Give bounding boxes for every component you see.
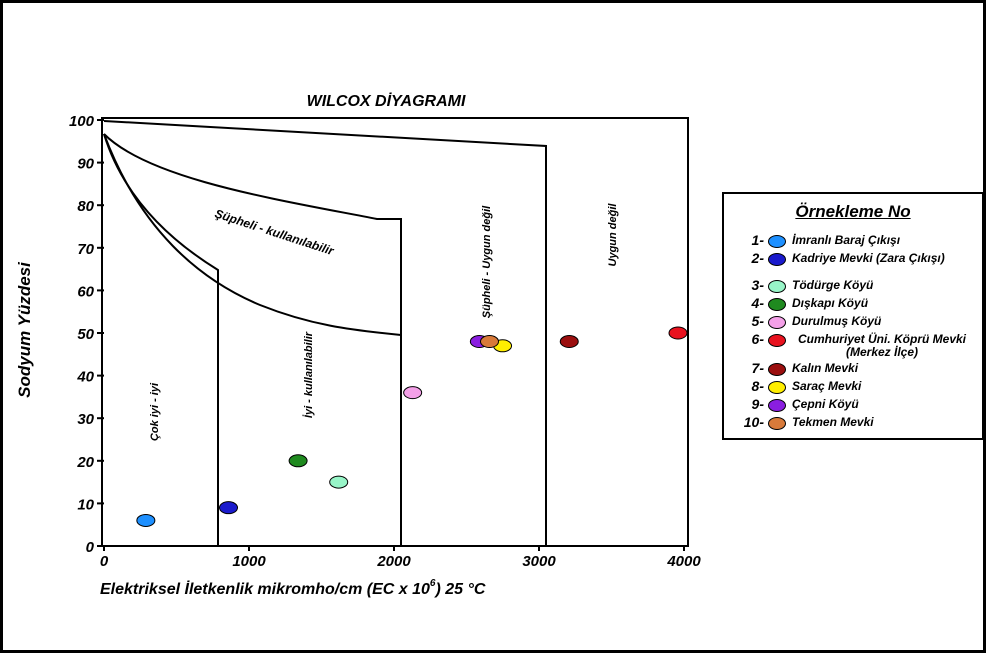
legend-item-number: 10- [743, 414, 764, 430]
boundary-line-4 [103, 133, 219, 546]
legend-marker [768, 253, 786, 266]
legend-item: 2- Kadriye Mevki (Zara Çıkışı) [732, 250, 945, 266]
legend-item-label: Kalın Mevki [792, 361, 859, 375]
y-tick-label: 90 [77, 156, 94, 173]
x-tick-label: 2000 [376, 553, 411, 570]
data-point-3 [329, 475, 349, 489]
legend-item: 9- Çepni Köyü [732, 396, 859, 412]
x-tick-label: 4000 [666, 553, 701, 570]
region-label-4: Şüpheli - Uygun değil [481, 205, 493, 318]
legend-item-number: 8- [751, 378, 764, 394]
legend-marker [768, 316, 786, 329]
x-axis-label: Elektriksel İletkenlik mikromho/cm (EC x… [100, 578, 486, 598]
data-point-5 [403, 386, 423, 400]
legend-item: 3- Tödürge Köyü [732, 277, 874, 293]
legend-marker [768, 363, 786, 376]
legend-item-label: Tödürge Köyü [792, 278, 874, 292]
legend-item-label: Tekmen Mevki [792, 415, 874, 429]
legend-item: 6- Cumhuriyet Üni. Köprü Mevki (Merkez İl… [732, 331, 972, 359]
y-tick-label: 50 [77, 326, 94, 343]
boundary-line-1 [103, 120, 547, 546]
legend-item-number: 1- [751, 232, 764, 248]
region-label-3: Şüpheli - kullanılabilir [213, 206, 337, 258]
y-axis-ticks: 0 10 20 30 40 50 60 70 80 90 100 [69, 113, 104, 556]
region-label-5: Uygun değil [607, 203, 619, 267]
data-point-6 [668, 326, 688, 340]
y-tick-label: 20 [76, 454, 94, 471]
legend-item: 1- İmranlı Baraj Çıkışı [732, 232, 901, 248]
region-label-1: Çok iyi - iyi [149, 382, 161, 441]
boundary-line-3 [103, 133, 402, 336]
x-axis-label-main: Elektriksel İletkenlik mikromho/cm (EC x… [100, 580, 430, 598]
data-points [136, 326, 688, 527]
legend-marker [768, 298, 786, 311]
legend-item: 8- Saraç Mevki [732, 378, 862, 394]
y-tick-label: 60 [77, 283, 94, 300]
legend-title: Örnekleme No [795, 202, 911, 221]
x-axis-label-superscript: 6 [430, 578, 436, 589]
legend-item-number: 5- [751, 313, 764, 329]
legend-marker [768, 334, 786, 347]
classification-boundaries [103, 120, 547, 546]
boundary-line-2 [103, 133, 402, 546]
legend-item-label: Saraç Mevki [792, 379, 862, 393]
data-point-1 [136, 513, 156, 527]
region-label-2: İyi - kullanılabilir [302, 331, 315, 418]
chart-title: WILCOX DİYAGRAMI [307, 92, 466, 110]
y-tick-label: 40 [76, 369, 94, 386]
y-tick-label: 70 [77, 241, 94, 258]
legend-marker [768, 280, 786, 293]
legend-item: 10- Tekmen Mevki [732, 414, 874, 430]
legend-item-label: Kadriye Mevki (Zara Çıkışı) [792, 251, 945, 265]
legend-marker [768, 381, 786, 394]
data-point-4 [288, 454, 308, 468]
legend-marker [768, 399, 786, 412]
data-point-7 [559, 335, 579, 349]
y-tick-label: 100 [69, 113, 95, 130]
data-point-10 [480, 335, 499, 349]
x-tick-label: 3000 [522, 553, 556, 570]
legend-item-label: Cumhuriyet Üni. Köprü Mevki (Merkez İlçe… [797, 332, 967, 359]
plot-border [101, 117, 689, 547]
legend-item: 4- Dışkapı Köyü [732, 295, 869, 311]
legend-item-label: Dışkapı Köyü [792, 296, 869, 310]
y-tick-label: 10 [77, 496, 94, 513]
x-tick-label: 0 [100, 553, 109, 570]
legend: Örnekleme No 1- İmranlı Baraj Çıkışı 2- Kad… [722, 192, 984, 440]
x-axis-ticks: 0 1000 2000 3000 4000 [100, 546, 701, 570]
legend-item-number: 6- [751, 331, 764, 347]
legend-item-label: İmranlı Baraj Çıkışı [792, 233, 901, 247]
data-point-2 [219, 501, 238, 515]
legend-item-number: 9- [751, 396, 764, 412]
legend-item-number: 7- [751, 360, 764, 376]
legend-item-label: Durulmuş Köyü [792, 314, 882, 328]
legend-item: 7- Kalın Mevki [732, 360, 859, 376]
legend-marker [768, 417, 786, 430]
y-tick-label: 0 [86, 539, 95, 556]
legend-marker [768, 235, 786, 248]
legend-item-number: 3- [751, 277, 764, 293]
y-tick-label: 80 [77, 198, 94, 215]
legend-item-number: 4- [751, 295, 764, 311]
region-labels: Çok iyi - iyi İyi - kullanılabilir Şüpheli… [149, 203, 619, 441]
legend-item-number: 2- [751, 250, 764, 266]
legend-item: 5- Durulmuş Köyü [732, 313, 882, 329]
y-axis-label: Sodyum Yüzdesi [15, 261, 34, 398]
x-tick-label: 1000 [232, 553, 266, 570]
x-axis-label-tail: ) 25 °C [433, 581, 485, 598]
legend-item-label: Çepni Köyü [792, 397, 859, 411]
y-tick-label: 30 [77, 411, 94, 428]
